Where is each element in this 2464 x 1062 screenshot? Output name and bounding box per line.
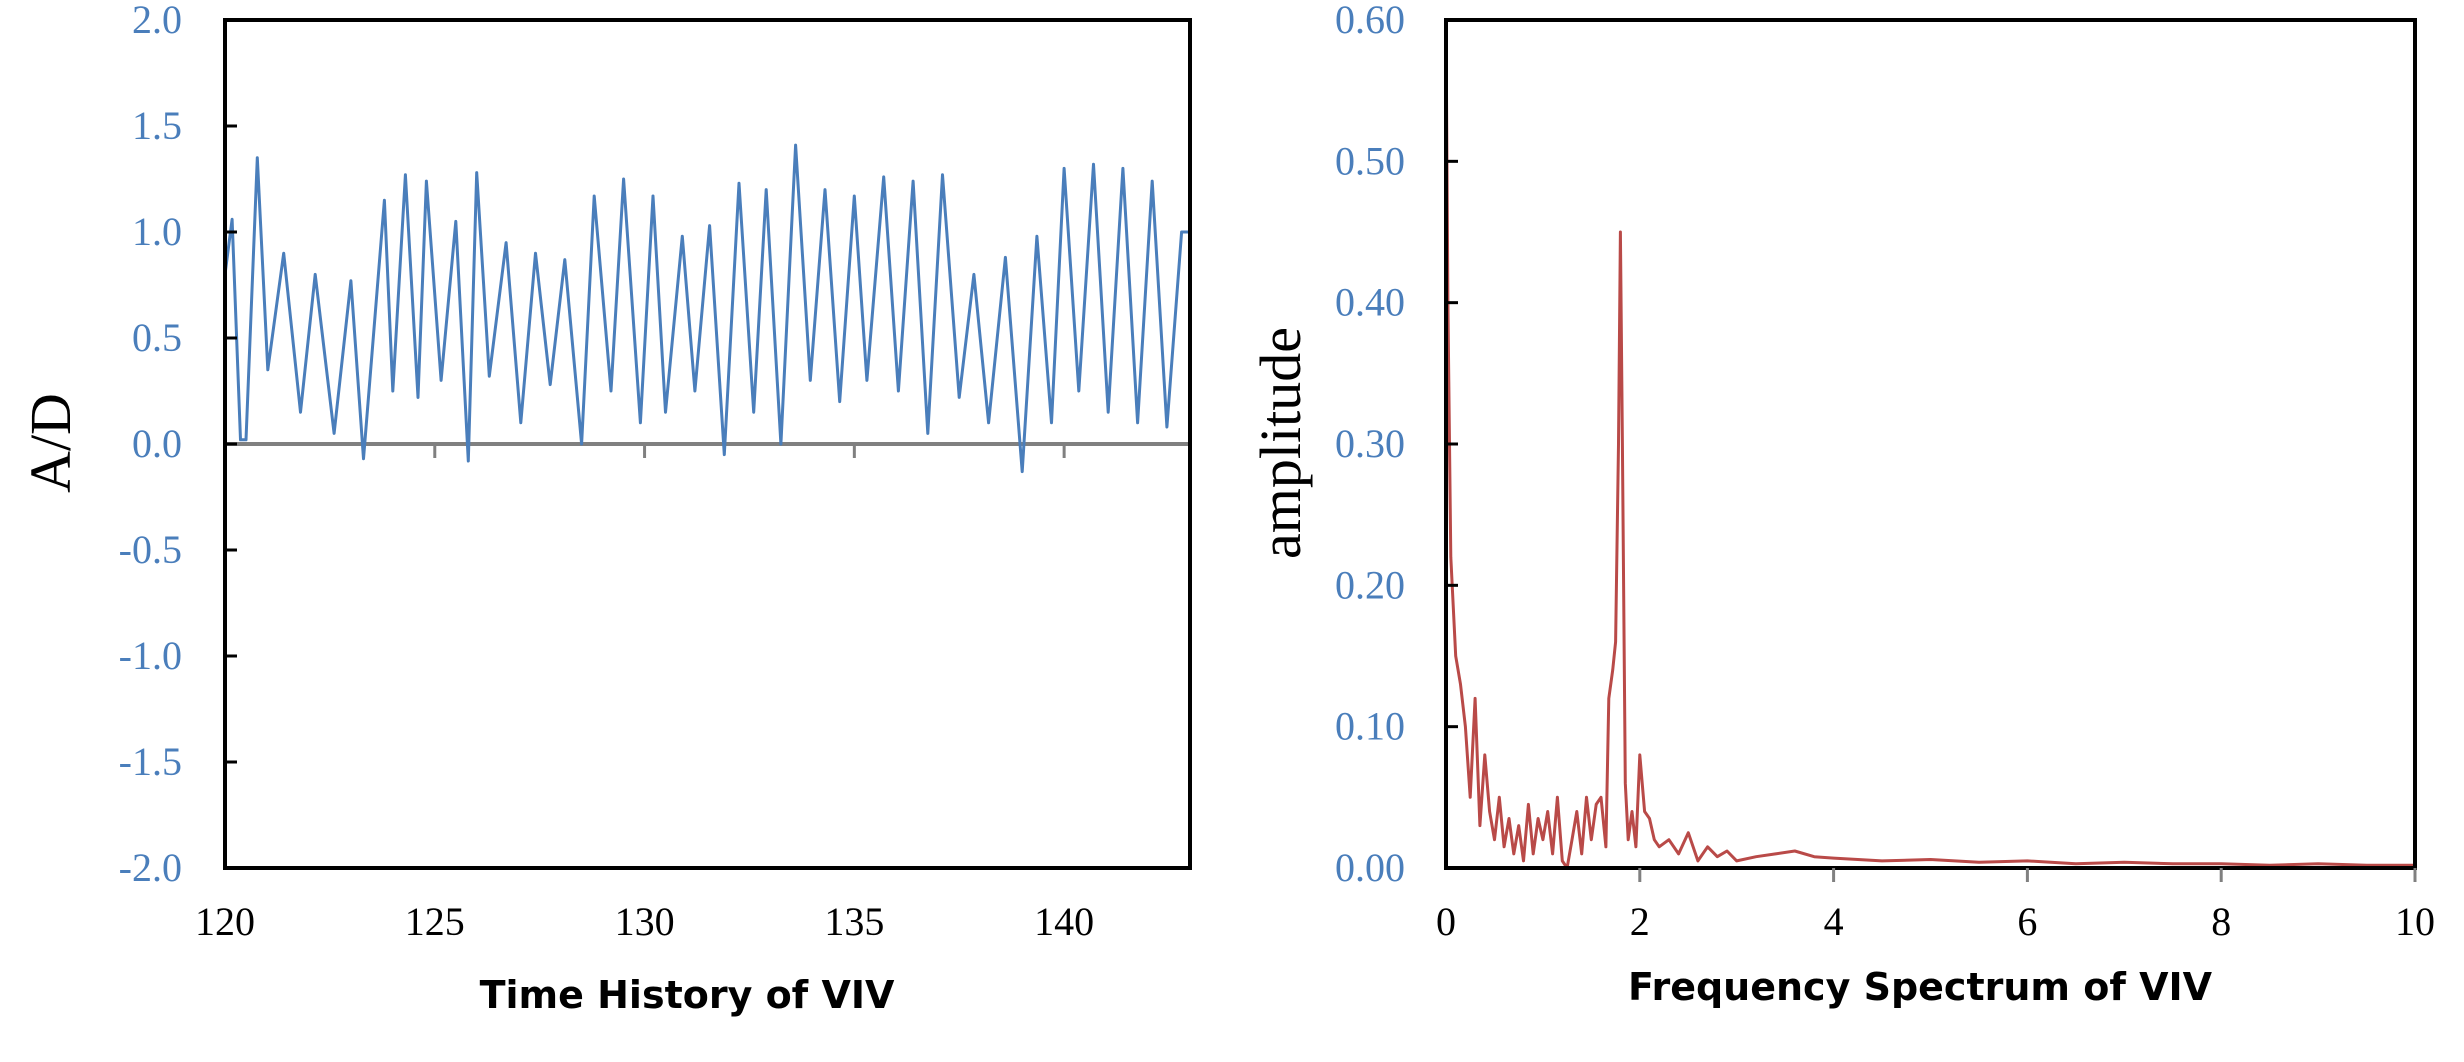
left-x-tick-label: 140	[1034, 899, 1094, 944]
left-x-tick-label: 125	[405, 899, 465, 944]
right-x-ticks: 0 2 4 6 8 10	[1436, 868, 2435, 944]
left-x-ticks: 120 125 130 135 140	[195, 444, 1094, 944]
time-history-chart: 2.0 1.5 1.0 0.5 0.0 -0.5 -1.0 -1.5 -2.0 120 125 13…	[18, 0, 1192, 1017]
right-x-tick-label: 4	[1824, 899, 1844, 944]
left-series-group	[223, 143, 1190, 474]
right-x-tick-label: 6	[2017, 899, 2037, 944]
left-x-tick-label: 120	[195, 899, 255, 944]
left-y-tick-label: -1.0	[119, 633, 182, 678]
left-chart-caption: Time History of VIV	[480, 973, 895, 1017]
left-series-line	[223, 143, 1190, 474]
left-y-tick-label: 0.0	[132, 421, 182, 466]
right-y-tick-label: 0.20	[1335, 562, 1405, 607]
right-y-tick-label: 0.10	[1335, 704, 1405, 749]
right-y-tick-label: 0.30	[1335, 421, 1405, 466]
left-x-tick-label: 135	[824, 899, 884, 944]
right-series-group	[1444, 19, 2415, 870]
right-x-tick-label: 10	[2395, 899, 2435, 944]
left-y-tick-label: -2.0	[119, 845, 182, 890]
right-x-tick-label: 8	[2211, 899, 2231, 944]
left-y-tick-label: 2.0	[132, 0, 182, 42]
left-y-tick-label: -0.5	[119, 527, 182, 572]
left-y-tick-label: 0.5	[132, 315, 182, 360]
frequency-spectrum-chart: 0.60 0.50 0.40 0.30 0.20 0.10 0.00 0 2 4 6 8 10 amp…	[1248, 0, 2435, 1009]
right-y-tick-label: 0.50	[1335, 138, 1405, 183]
left-y-tick-label: -1.5	[119, 739, 182, 784]
right-y-tick-label: 0.00	[1335, 845, 1405, 890]
right-series-line	[1444, 19, 2415, 870]
right-y-tick-label: 0.40	[1335, 280, 1405, 325]
left-y-ticks: 2.0 1.5 1.0 0.5 0.0 -0.5 -1.0 -1.5 -2.0	[119, 0, 237, 890]
left-y-tick-label: 1.5	[132, 103, 182, 148]
left-y-tick-label: 1.0	[132, 209, 182, 254]
right-y-ticks: 0.60 0.50 0.40 0.30 0.20 0.10 0.00	[1335, 0, 1458, 890]
right-x-tick-label: 2	[1630, 899, 1650, 944]
right-chart-caption: Frequency Spectrum of VIV	[1628, 965, 2213, 1009]
right-y-axis-title: amplitude	[1248, 327, 1313, 559]
left-x-tick-label: 130	[615, 899, 675, 944]
left-y-axis-title: A/D	[18, 393, 83, 493]
right-y-tick-label: 0.60	[1335, 0, 1405, 42]
right-x-tick-label: 0	[1436, 899, 1456, 944]
